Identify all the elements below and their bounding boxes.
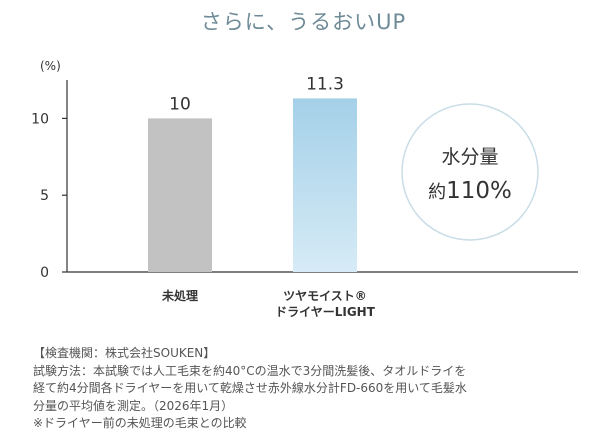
- bar-2: [293, 98, 357, 272]
- bar-1: [148, 118, 212, 273]
- x-category-label: ドライヤーLIGHT: [275, 305, 376, 319]
- callout-line2: 約110%: [428, 178, 512, 204]
- note-line: 経て約4分間各ドライヤーを用いて乾燥させ赤外線水分計FD-660を用いて毛髪水: [33, 381, 467, 395]
- chart-title: さらに、うるおいUP: [200, 10, 407, 34]
- moisture-callout: 水分量 約110%: [401, 103, 539, 241]
- callout-circle: [401, 103, 539, 241]
- callout-prefix: 約: [428, 182, 446, 203]
- bar-value-label: 10: [169, 94, 191, 114]
- y-tick-label: 0: [40, 265, 49, 281]
- callout-value: 110%: [446, 178, 512, 204]
- x-category-label: ツヤモイスト®: [283, 289, 367, 303]
- note-line: 【検査機関：株式会社SOUKEN】: [33, 346, 216, 360]
- callout-line1: 水分量: [441, 146, 498, 168]
- y-unit-label: (%): [40, 59, 61, 73]
- note-line: 分量の平均値を測定。（2026年1月）: [33, 398, 234, 413]
- bar-value-label: 11.3: [306, 74, 344, 94]
- y-tick-label: 10: [31, 111, 49, 127]
- note-line: ※ドライヤー前の未処理の毛束との比較: [33, 416, 247, 430]
- test-notes: 【検査機関：株式会社SOUKEN】 試験方法：本試験では人工毛束を約40°Cの温…: [33, 345, 593, 433]
- y-tick-label: 5: [40, 188, 49, 204]
- x-category-label: 未処理: [161, 288, 198, 303]
- bar-chart: (%) 0 5 10 10 11.3 未処理 ツヤモイスト® ドライヤーLIGHT 水分量…: [31, 59, 578, 319]
- note-line: 試験方法：本試験では人工毛束を約40°Cの温水で3分間洗髪後、タオルドライを: [33, 363, 467, 378]
